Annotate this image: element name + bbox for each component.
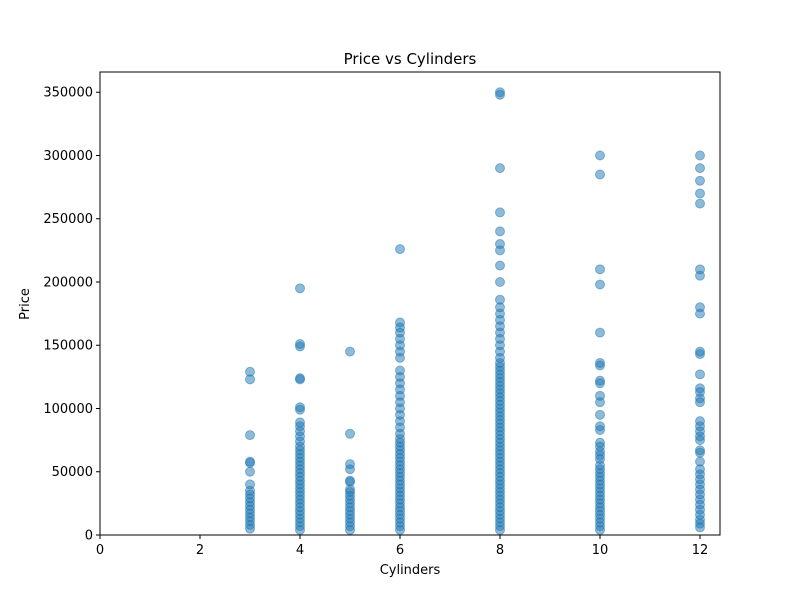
x-tick-label: 2 [196,543,204,558]
data-point [695,264,705,275]
data-point [495,207,505,218]
data-point [495,163,505,174]
y-ticks: 0 50000 100000 150000 200000 250000 300000 3500… [43,86,100,544]
data-point [695,369,705,380]
data-point [595,437,605,448]
data-point [295,402,305,413]
data-point [245,466,255,477]
data-point [595,421,605,432]
data-point [345,475,355,486]
data-point [695,456,705,467]
data-point [595,279,605,290]
data-point [395,317,405,328]
data-point [595,409,605,420]
data-point [495,87,505,98]
data-point [695,175,705,186]
chart-title: Price vs Cylinders [344,50,477,68]
data-point [695,346,705,357]
x-tick-label: 10 [592,543,609,558]
data-point [345,428,355,439]
data-point [345,346,355,357]
data-point [345,459,355,470]
data-point [495,294,505,305]
data-point [595,264,605,275]
y-tick-label: 200000 [43,275,93,290]
y-tick-label: 150000 [43,339,93,354]
data-point [495,226,505,237]
data-point [495,276,505,287]
y-tick-label: 100000 [43,402,93,417]
data-point [695,383,705,394]
data-point [495,239,505,250]
data-point [395,244,405,255]
plot-area [100,72,720,535]
data-point [595,327,605,338]
data-point [595,169,605,180]
data-point [395,365,405,376]
data-point [695,302,705,313]
data-point [245,479,255,490]
y-tick-label: 350000 [43,86,93,101]
data-point [595,150,605,161]
data-point [695,150,705,161]
y-tick-label: 300000 [43,149,93,164]
x-ticks: 0 2 4 6 8 10 12 [96,535,708,558]
plot-frame [99,71,721,536]
data-point [295,373,305,384]
x-tick-label: 6 [396,543,404,558]
data-point [595,375,605,386]
data-point [295,338,305,349]
x-axis-label: Cylinders [380,563,441,578]
x-tick-label: 8 [496,543,504,558]
points-layer [245,87,705,535]
data-point [595,390,605,401]
x-tick-label: 4 [296,543,304,558]
data-point [495,260,505,271]
x-tick-label: 0 [96,543,104,558]
axes-layer [99,71,721,536]
data-point [245,456,255,467]
data-point [695,416,705,427]
data-point [295,417,305,428]
x-tick-label: 12 [692,543,709,558]
data-point [245,430,255,441]
y-tick-label: 250000 [43,212,93,227]
y-axis-label: Price [18,288,33,320]
y-tick-label: 0 [85,529,93,544]
data-point [695,198,705,209]
data-point [695,188,705,199]
y-tick-label: 50000 [52,465,93,480]
data-point [295,283,305,294]
data-point [695,445,705,456]
data-point [595,357,605,368]
data-point [245,366,255,377]
data-point [695,163,705,174]
